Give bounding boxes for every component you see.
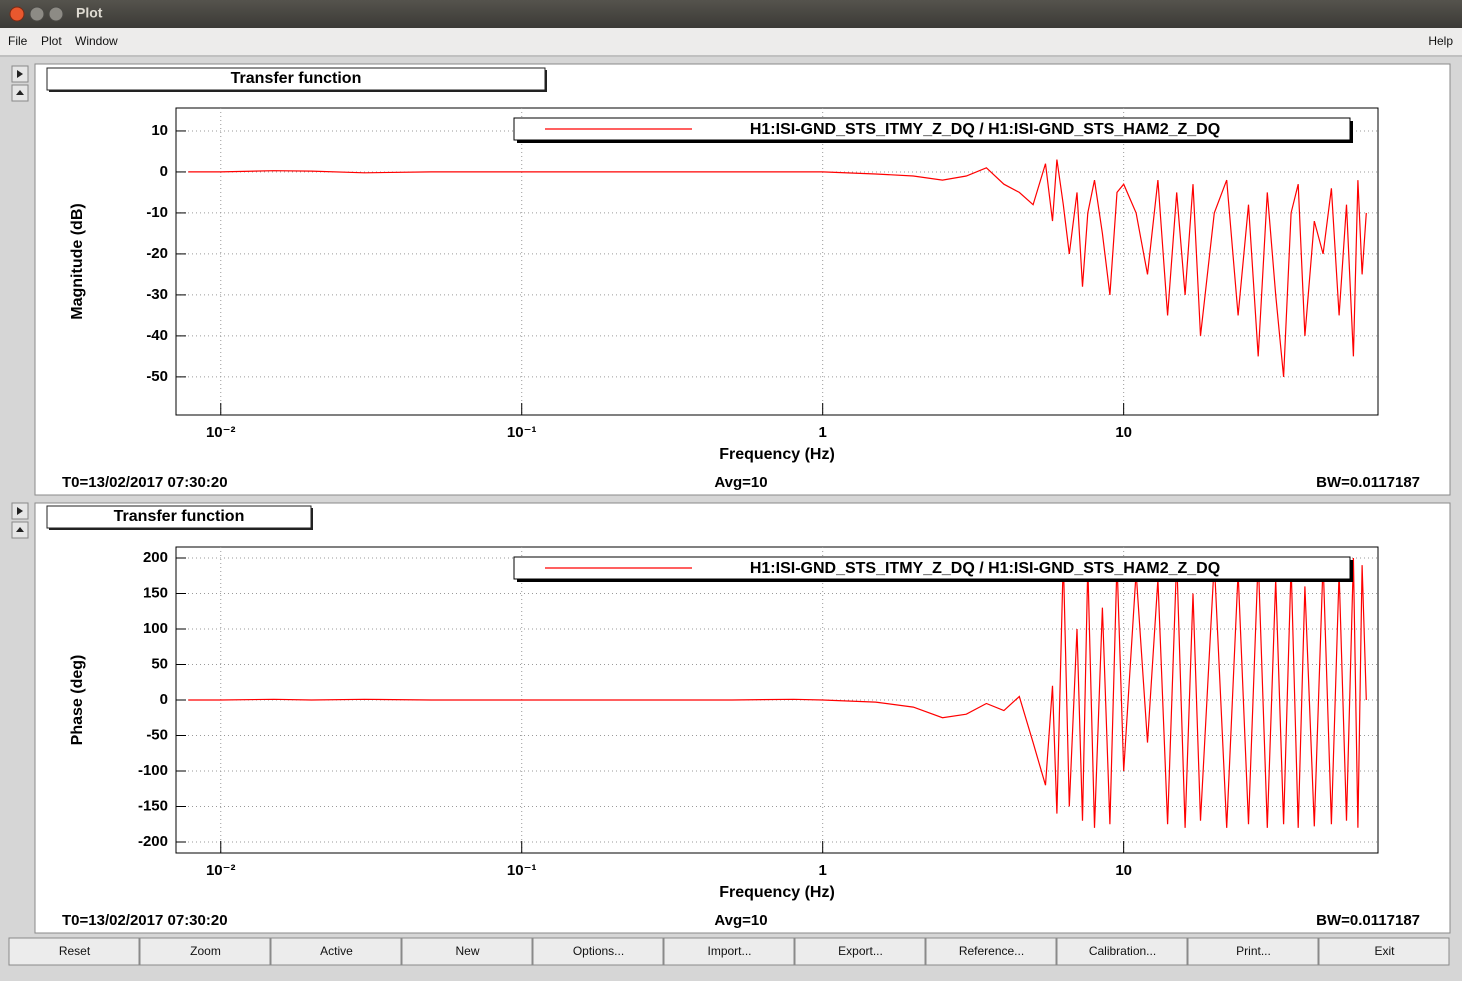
minimize-button[interactable] xyxy=(29,6,45,22)
x-tick-label: 10 xyxy=(1115,424,1132,441)
button[interactable] xyxy=(532,937,664,966)
y-tick-label: -150 xyxy=(138,797,168,814)
button[interactable] xyxy=(663,937,795,966)
x-tick-label: 10⁻² xyxy=(206,424,236,441)
menu-item[interactable]: Plot xyxy=(41,34,62,48)
x-tick-label: 10⁻¹ xyxy=(507,424,537,441)
panel-title: Transfer function xyxy=(231,70,362,87)
legend xyxy=(513,117,1351,141)
x-tick-label: 1 xyxy=(819,424,827,441)
y-tick-label: 150 xyxy=(143,584,168,601)
data-line xyxy=(188,159,1367,377)
y-tick-label: 0 xyxy=(160,691,168,708)
y-tick-label: -20 xyxy=(146,245,168,262)
button-label[interactable]: Calibration... xyxy=(1089,944,1156,958)
button-label[interactable]: Zoom xyxy=(190,944,221,958)
title-bar xyxy=(0,0,1462,28)
button-label[interactable]: Reference... xyxy=(959,944,1024,958)
title-box xyxy=(46,67,546,91)
footer-text: T0=13/02/2017 07:30:20 xyxy=(62,474,228,491)
button-label[interactable]: Export... xyxy=(838,944,883,958)
button[interactable] xyxy=(8,937,140,966)
y-tick-label: 10 xyxy=(151,122,168,139)
icon xyxy=(17,507,23,515)
x-tick-label: 10 xyxy=(1115,862,1132,879)
y-tick-label: -200 xyxy=(138,833,168,850)
legend-label: H1:ISI-GND_STS_ITMY_Z_DQ / H1:ISI-GND_ST… xyxy=(750,121,1220,138)
y-tick-label: -30 xyxy=(146,286,168,303)
x-tick-label: 10⁻² xyxy=(206,862,236,879)
maximize-button[interactable] xyxy=(48,6,64,22)
menu-item[interactable]: Window xyxy=(75,34,118,48)
menu-item[interactable]: File xyxy=(8,34,28,48)
button-label[interactable]: Exit xyxy=(1374,944,1395,958)
icon xyxy=(17,70,23,78)
button[interactable] xyxy=(1318,937,1450,966)
window-title: Plot xyxy=(76,5,103,21)
legend xyxy=(513,556,1351,580)
menu-item[interactable]: Help xyxy=(1428,34,1453,48)
footer-text: BW=0.0117187 xyxy=(1316,474,1420,491)
icon xyxy=(16,527,24,532)
button[interactable] xyxy=(1187,937,1319,966)
button[interactable] xyxy=(1056,937,1188,966)
y-axis-label: Phase (deg) xyxy=(69,655,86,746)
y-tick-label: 0 xyxy=(160,163,168,180)
button[interactable] xyxy=(925,937,1057,966)
y-tick-label: 50 xyxy=(151,655,168,672)
y-tick-label: -50 xyxy=(146,726,168,743)
title-box xyxy=(46,505,312,529)
y-tick-label: -10 xyxy=(146,204,168,221)
button-label[interactable]: Options... xyxy=(573,944,624,958)
button-label[interactable]: New xyxy=(455,944,479,958)
button[interactable] xyxy=(794,937,926,966)
x-axis-label: Frequency (Hz) xyxy=(719,884,835,901)
button-label[interactable]: Reset xyxy=(59,944,91,958)
x-tick-label: 10⁻¹ xyxy=(507,862,537,879)
x-axis-label: Frequency (Hz) xyxy=(719,446,835,463)
button-label[interactable]: Print... xyxy=(1236,944,1271,958)
close-button[interactable] xyxy=(9,6,25,22)
icon xyxy=(16,90,24,95)
plot-area xyxy=(175,107,1379,416)
x-tick-label: 1 xyxy=(819,862,827,879)
button-label[interactable]: Import... xyxy=(707,944,751,958)
footer-text: BW=0.0117187 xyxy=(1316,912,1420,929)
data-line xyxy=(188,557,1367,828)
y-tick-label: -100 xyxy=(138,762,168,779)
y-axis-label: Magnitude (dB) xyxy=(69,203,86,319)
button[interactable] xyxy=(139,937,271,966)
menu-bar xyxy=(0,28,1462,55)
panel-controls xyxy=(11,65,29,539)
button[interactable] xyxy=(401,937,533,966)
y-tick-label: -50 xyxy=(146,368,168,385)
button-bar: Reset Zoom Active New Options... Import... Exp… xyxy=(8,937,1450,966)
footer-text: Avg=10 xyxy=(714,912,767,929)
y-tick-label: 200 xyxy=(143,549,168,566)
button[interactable] xyxy=(270,937,402,966)
button-label[interactable]: Active xyxy=(320,944,353,958)
y-tick-label: -40 xyxy=(146,327,168,344)
y-tick-label: 100 xyxy=(143,620,168,637)
footer-text: T0=13/02/2017 07:30:20 xyxy=(62,912,228,929)
footer-text: Avg=10 xyxy=(714,474,767,491)
legend-label: H1:ISI-GND_STS_ITMY_Z_DQ / H1:ISI-GND_ST… xyxy=(750,560,1220,577)
panel-title: Transfer function xyxy=(114,508,245,525)
